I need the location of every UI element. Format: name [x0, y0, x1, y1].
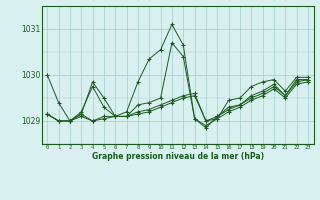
X-axis label: Graphe pression niveau de la mer (hPa): Graphe pression niveau de la mer (hPa) [92, 152, 264, 161]
